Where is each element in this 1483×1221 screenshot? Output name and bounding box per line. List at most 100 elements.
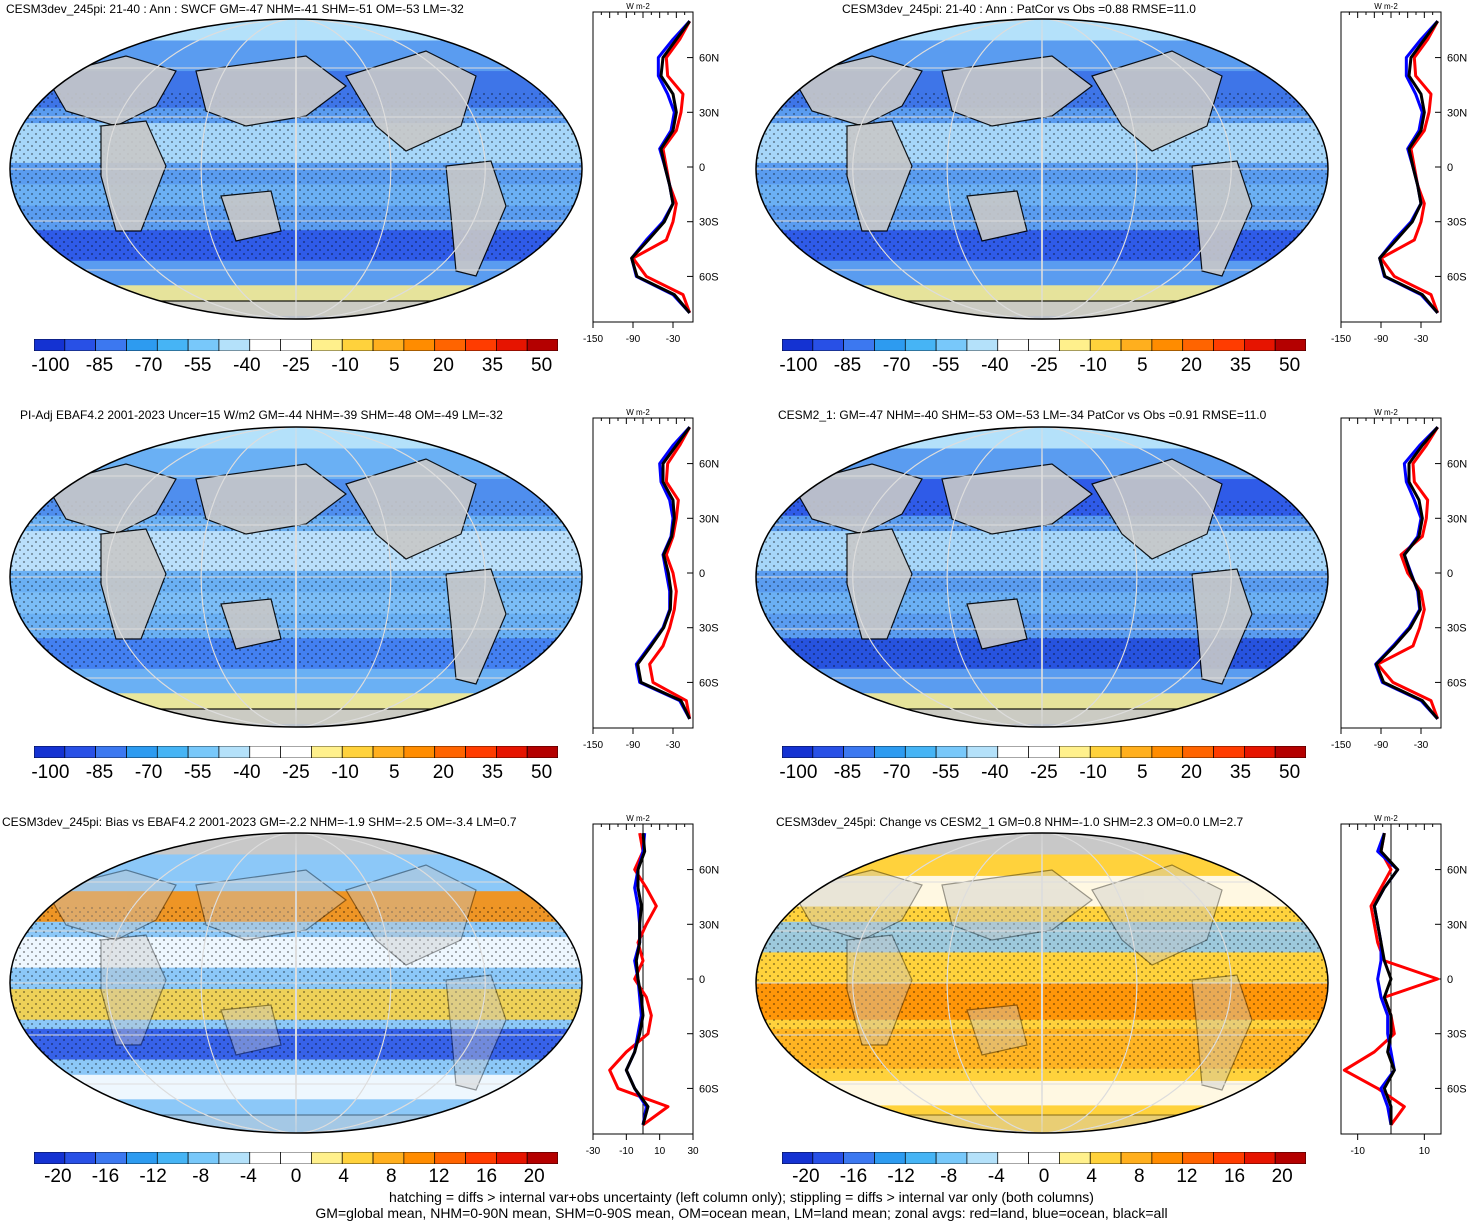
longitude-line: [946, 19, 1138, 319]
landmass: [1091, 864, 1223, 966]
zonal-units: W m-2: [1374, 408, 1398, 417]
colorbar-box: [1274, 1152, 1306, 1164]
zonal-frame: [1340, 11, 1442, 323]
colorbar-box: [1089, 339, 1122, 351]
colorbar-tick-label: -55: [184, 762, 212, 783]
y-tick-label: 30N: [699, 107, 719, 119]
x-tick-label: -150: [583, 334, 603, 345]
map-field: [10, 833, 582, 1133]
colorbar-box: [372, 1152, 405, 1164]
colorbar-box: [904, 339, 937, 351]
colorbar-tick-label: 5: [388, 762, 400, 783]
colorbar-tick-label: 5: [388, 355, 400, 376]
colorbar-tick-label: 5: [1136, 355, 1148, 376]
zonal-units: W m-2: [626, 2, 650, 11]
colorbar-box: [1182, 746, 1214, 758]
landmass: [1091, 458, 1223, 560]
map-outline: [755, 426, 1329, 728]
colorbar-labels: -100 -85 -70 -55 -40 -25 -10 5 20 35 50: [779, 355, 1306, 379]
panel-title: PI-Adj EBAF4.2 2001-2023 Uncer=15 W/m2 G…: [20, 408, 503, 422]
colorbar: [34, 1152, 558, 1164]
zonal-line-all: [636, 426, 692, 720]
colorbar-box: [34, 339, 66, 351]
longitude-line: [1041, 833, 1043, 1133]
colorbar-tick-label: 50: [1279, 355, 1301, 376]
landmass: [45, 463, 177, 535]
colorbar-box: [874, 746, 906, 758]
colorbar-tick-label: -8: [192, 1166, 210, 1187]
colorbar-tick-label: 8: [385, 1166, 397, 1187]
y-tick-label: 60S: [699, 677, 719, 689]
colorbar-box: [935, 746, 968, 758]
panel-title: CESM3dev_245pi: Change vs CESM2_1 GM=0.8…: [776, 815, 1244, 829]
x-tick-label: -30: [1414, 334, 1429, 345]
colorbar-box: [1120, 746, 1153, 758]
colorbar-box: [966, 339, 999, 351]
y-tick-label: 30N: [1447, 107, 1467, 119]
zonal-line-land: [1342, 832, 1440, 1126]
landmass: [1091, 50, 1223, 152]
colorbar-box: [997, 339, 1029, 351]
colorbar-tick-label: -85: [85, 355, 114, 376]
y-tick-label: 30S: [699, 217, 719, 229]
longitude-line: [852, 833, 1232, 1133]
landmass: [966, 598, 1028, 650]
map-plot: [9, 426, 583, 728]
colorbar: [782, 746, 1306, 758]
landmass: [1191, 160, 1253, 277]
colorbar-tick-label: 16: [1223, 1166, 1246, 1187]
x-tick-label: -90: [626, 740, 641, 751]
colorbar-box: [1028, 746, 1060, 758]
map-field: [10, 19, 582, 319]
y-tick-label: 0: [1447, 568, 1453, 580]
landmass: [791, 869, 923, 941]
colorbar-box: [526, 339, 558, 351]
landmass: [100, 120, 167, 232]
zonal-line-all: [1374, 426, 1439, 720]
colorbar-tick-label: 20: [432, 355, 454, 376]
colorbar-box: [187, 339, 220, 351]
y-tick-label: 0: [1447, 974, 1453, 986]
colorbar-tick-label: -40: [233, 355, 261, 376]
landmass: [445, 160, 507, 277]
colorbar-box: [526, 746, 558, 758]
y-tick-label: 60S: [1447, 1083, 1467, 1095]
y-tick-label: 60S: [699, 271, 719, 283]
colorbar-box: [187, 746, 220, 758]
landmass: [966, 1004, 1028, 1056]
x-tick-label: -30: [586, 1146, 601, 1157]
longitude-line: [1041, 19, 1043, 319]
map-plot: [755, 18, 1329, 320]
map-plot: [9, 832, 583, 1134]
colorbar-box: [874, 1152, 906, 1164]
colorbar-box: [812, 1152, 844, 1164]
y-tick-label: 30S: [699, 1029, 719, 1041]
colorbar-box: [403, 1152, 436, 1164]
colorbar-tick-label: -25: [1030, 762, 1058, 783]
x-tick-label: -150: [583, 740, 603, 751]
landmass: [1191, 568, 1253, 685]
colorbar-box: [249, 746, 281, 758]
colorbar-tick-label: -70: [882, 762, 911, 783]
colorbar: [34, 746, 558, 758]
colorbar-box: [874, 339, 906, 351]
longitude-line: [946, 833, 1138, 1133]
colorbar-labels: -20 -16 -12 -8 -4 0 4 8 12 16 20: [34, 1166, 558, 1190]
zonal-units: W m-2: [626, 408, 650, 417]
landmass: [1191, 974, 1253, 1091]
colorbar-box: [1244, 1152, 1276, 1164]
x-tick-label: -10: [619, 1146, 634, 1157]
colorbar-box: [1120, 1152, 1153, 1164]
zonal-frame: [592, 11, 694, 323]
x-tick-label: 10: [1419, 1146, 1431, 1157]
colorbar-box: [311, 1152, 343, 1164]
colorbar-tick-label: -55: [932, 355, 960, 376]
x-tick-label: -90: [1374, 740, 1389, 751]
y-tick-label: 60S: [699, 1083, 719, 1095]
colorbar-box: [526, 1152, 558, 1164]
colorbar-box: [1182, 339, 1214, 351]
colorbar-box: [156, 1152, 189, 1164]
map-field: [756, 427, 1328, 727]
colorbar-box: [465, 746, 497, 758]
colorbar-tick-label: 20: [1180, 355, 1202, 376]
